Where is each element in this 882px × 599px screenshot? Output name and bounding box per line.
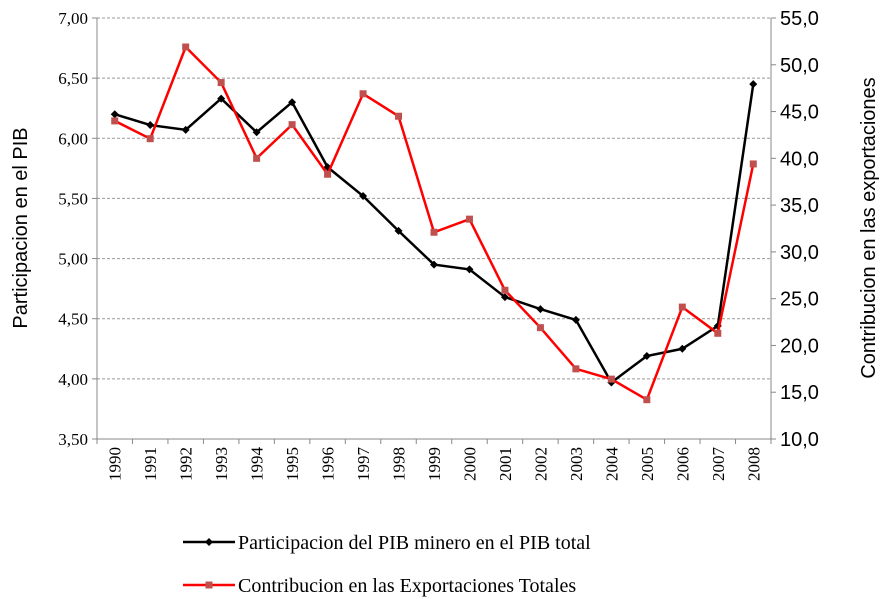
legend-label: Participacion del PIB minero en el PIB t… (238, 532, 591, 554)
data-point (465, 265, 474, 274)
data-point (714, 329, 722, 337)
data-point (111, 117, 119, 125)
x-tick-label: 1996 (319, 447, 338, 481)
legend-marker (205, 538, 213, 546)
data-point (430, 228, 438, 236)
data-point (749, 160, 757, 168)
data-point (678, 344, 687, 353)
data-point (571, 315, 580, 324)
data-point (288, 98, 297, 107)
y2-axis-label: Contribucion en las exportaciones (858, 77, 880, 378)
data-point (253, 154, 261, 162)
x-tick-label: 2008 (744, 447, 763, 481)
data-point (359, 90, 367, 98)
data-point (536, 305, 545, 314)
y-tick-label: 7,00 (58, 9, 88, 28)
series-line (114, 44, 755, 402)
y-tick-label: 5,50 (58, 189, 88, 208)
data-point (217, 94, 226, 103)
x-tick-label: 1999 (425, 447, 444, 481)
data-point (252, 128, 261, 137)
y-tick-label: 5,00 (58, 250, 88, 269)
x-tick-label: 1993 (212, 447, 231, 481)
data-point (642, 352, 651, 361)
x-tick-label: 1995 (283, 447, 302, 481)
x-tick-label: 1991 (141, 447, 160, 481)
y2-tick-label: 45,0 (780, 102, 819, 124)
x-tick-label: 2006 (673, 447, 692, 481)
data-point (643, 396, 651, 404)
legend-marker (205, 581, 213, 589)
y2-tick-label: 55,0 (780, 8, 819, 30)
data-point (288, 121, 296, 129)
x-tick-label: 2002 (531, 447, 550, 481)
data-point (749, 80, 758, 89)
data-point (182, 43, 190, 51)
data-point (110, 110, 119, 119)
data-point (324, 170, 332, 178)
y2-tick-label: 10,0 (780, 429, 819, 451)
x-tick-label: 2001 (496, 447, 515, 481)
data-point (146, 121, 155, 130)
x-tick-label: 2005 (638, 447, 657, 481)
data-point (430, 260, 438, 269)
data-point (217, 79, 225, 87)
data-point (395, 112, 403, 120)
data-point (500, 293, 509, 302)
y-axis-label: Participacion en el PIB (10, 127, 32, 328)
data-point (146, 135, 154, 143)
y2-tick-label: 25,0 (780, 289, 819, 311)
y2-tick-label: 15,0 (780, 382, 819, 404)
y2-tick-label: 30,0 (780, 242, 819, 264)
y2-tick-label: 35,0 (780, 195, 819, 217)
y2-tick-label: 40,0 (780, 148, 819, 170)
x-tick-label: 2003 (567, 447, 586, 481)
y-tick-label: 4,50 (58, 310, 88, 329)
x-tick-label: 1998 (390, 447, 409, 481)
y-tick-label: 6,50 (58, 69, 88, 88)
data-point (501, 286, 509, 294)
x-tick-label: 1994 (248, 447, 267, 482)
x-tick-label: 2004 (602, 447, 621, 482)
data-point (181, 125, 190, 134)
x-tick-label: 2000 (460, 447, 479, 481)
x-tick-label: 1990 (106, 447, 125, 481)
data-point (394, 226, 403, 235)
y2-tick-label: 50,0 (780, 55, 819, 77)
y-tick-label: 3,50 (58, 430, 88, 449)
data-point (536, 324, 544, 332)
data-point (607, 375, 615, 383)
x-tick-label: 2007 (709, 447, 728, 482)
y2-tick-label: 20,0 (780, 335, 819, 357)
y-tick-label: 4,00 (58, 370, 88, 389)
x-tick-label: 1997 (354, 447, 373, 482)
x-tick-label: 1992 (177, 447, 196, 481)
data-point (572, 365, 580, 373)
data-point (465, 215, 473, 223)
y-tick-label: 6,00 (58, 129, 88, 148)
data-point (359, 192, 368, 201)
data-point (678, 303, 686, 311)
legend-label: Contribucion en las Exportaciones Totale… (238, 575, 576, 597)
